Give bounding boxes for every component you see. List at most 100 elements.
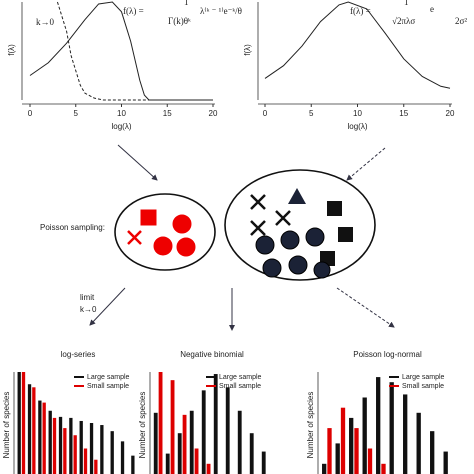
bar: [194, 448, 199, 474]
bar: [32, 387, 36, 474]
bar: [225, 387, 230, 474]
bar: [52, 417, 57, 474]
bar: [416, 412, 421, 474]
bar: [58, 416, 63, 474]
bar: [261, 451, 266, 474]
annotation: 1: [184, 0, 189, 7]
y-axis-label: Number of species: [138, 392, 147, 459]
arrow: [336, 287, 395, 328]
arrow: [89, 287, 126, 326]
bar: [335, 443, 340, 474]
legend-label: Small sample: [219, 383, 261, 390]
bar: [376, 377, 381, 474]
x-tick-label: 20: [209, 109, 218, 118]
bar: [83, 448, 88, 474]
bar: [100, 425, 104, 474]
bar: [94, 459, 98, 474]
annotation: 1: [404, 0, 409, 7]
bar: [189, 410, 194, 474]
annotation: Γ(k)θᵏ: [168, 16, 191, 26]
annotation: f(λ) =: [350, 6, 371, 16]
chart-title: log-series: [61, 350, 96, 359]
bar: [201, 390, 206, 474]
y-axis-label: Number of species: [306, 392, 315, 459]
annotation: k→0: [36, 17, 55, 27]
annotation: λ⁽ᵏ ⁻ ¹⁾e⁻ᵏ/θ: [200, 6, 242, 16]
bar: [430, 431, 435, 474]
bar: [362, 397, 367, 474]
legend-label: Large sample: [219, 374, 262, 381]
bar: [153, 412, 158, 474]
x-axis-label: log(λ): [111, 122, 131, 131]
small-sample-shapes: [127, 209, 196, 257]
bar: [38, 400, 42, 474]
bar: [69, 417, 73, 474]
bar: [389, 382, 394, 474]
x-tick-label: 0: [263, 109, 268, 118]
sample-ellipse: [114, 193, 216, 271]
bar: [131, 455, 135, 474]
bar: [367, 448, 373, 474]
bar: [165, 453, 170, 474]
limit-label: limit: [80, 293, 95, 302]
x-tick-label: 5: [74, 109, 79, 118]
x-tick-label: 15: [163, 109, 172, 118]
bar: [349, 417, 354, 474]
bar: [182, 414, 187, 474]
population-ellipse: [224, 169, 376, 281]
population-shapes: [250, 188, 353, 279]
bar: [120, 441, 125, 474]
bar: [249, 433, 254, 474]
legend-label: Small sample: [87, 383, 129, 390]
bar: [354, 428, 359, 474]
bar: [170, 380, 175, 474]
sampling-label: Poisson sampling:: [40, 223, 105, 232]
annotation: e: [430, 4, 434, 14]
bar: [73, 435, 77, 474]
bar: [158, 372, 163, 474]
bar: [110, 431, 114, 474]
annotation: 2σ²: [455, 16, 467, 26]
bar: [340, 407, 346, 474]
curve: [264, 1, 451, 89]
legend-label: Large sample: [87, 374, 130, 381]
arrow: [117, 144, 158, 181]
x-tick-label: 10: [117, 109, 126, 118]
bar: [322, 463, 327, 474]
annotation: √2πλσ: [392, 16, 415, 26]
legend-label: Small sample: [402, 383, 444, 390]
bar: [213, 374, 218, 474]
arrow: [346, 147, 386, 181]
x-tick-label: 10: [353, 109, 362, 118]
bar: [327, 428, 332, 474]
bar: [79, 420, 83, 474]
curve: [56, 1, 213, 101]
bar: [89, 423, 94, 474]
x-tick-label: 15: [399, 109, 408, 118]
y-axis-label: f(λ): [243, 44, 252, 56]
limit-k: k→0: [80, 305, 97, 314]
bar: [63, 428, 67, 474]
bar: [27, 384, 32, 474]
bar: [206, 463, 211, 474]
bar: [48, 410, 52, 474]
curve: [29, 1, 213, 101]
bar: [381, 463, 386, 474]
bar: [237, 410, 242, 474]
x-tick-label: 20: [446, 109, 455, 118]
legend-label: Large sample: [402, 374, 445, 381]
annotation: f(λ) =: [123, 6, 144, 16]
bar: [21, 372, 26, 474]
bar: [177, 433, 182, 474]
chart-title: Poisson log-normal: [353, 350, 422, 359]
x-tick-label: 5: [309, 109, 314, 118]
x-tick-label: 0: [28, 109, 33, 118]
y-axis-label: Number of species: [2, 392, 11, 459]
y-axis-label: f(λ): [7, 44, 16, 56]
x-axis-label: log(λ): [347, 122, 367, 131]
bar: [42, 402, 46, 474]
bar: [403, 394, 408, 474]
bar: [17, 372, 21, 474]
chart-title: Negative binomial: [180, 350, 244, 359]
